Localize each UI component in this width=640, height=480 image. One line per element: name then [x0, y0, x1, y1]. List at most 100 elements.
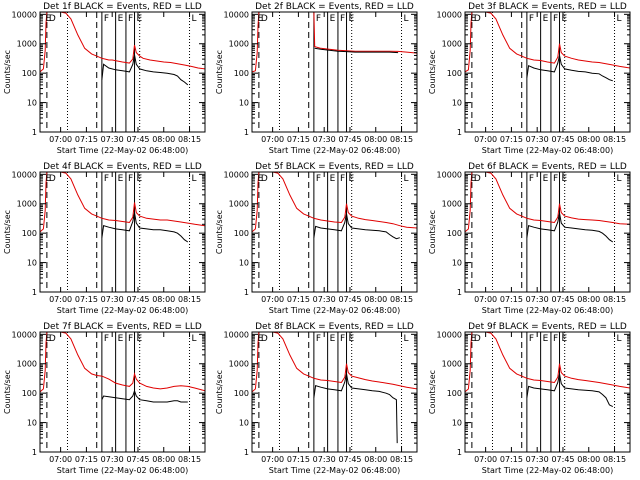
events-series-det-2: [314, 47, 399, 54]
marker-letter-5: E: [137, 14, 143, 24]
events-series-det-8: [313, 373, 398, 444]
marker-letter-1: D: [49, 14, 56, 24]
x-tick-label-0730: 07:30: [526, 295, 549, 304]
y-tick-label-1: 1: [32, 448, 37, 457]
x-tick-label-0745: 07:45: [338, 135, 361, 144]
marker-letter-2: F: [316, 14, 321, 24]
marker-letter-5: E: [562, 14, 568, 24]
x-tick-label-0715: 07:15: [500, 135, 523, 144]
marker-letter-0: E: [470, 14, 476, 24]
marker-letter-3: E: [543, 334, 549, 344]
y-axis-label-det-4: Counts/sec: [3, 210, 12, 254]
y-tick-label-1: 1: [457, 288, 462, 297]
events-series-det-7: [101, 389, 188, 403]
x-tick-label-0745: 07:45: [338, 455, 361, 464]
plot-frame-det-8: [251, 331, 418, 453]
marker-letter-1: D: [474, 334, 481, 344]
x-tick-label-0700: 07:00: [261, 295, 284, 304]
marker-letter-6: L: [617, 14, 622, 24]
y-axis-label-det-8: Counts/sec: [215, 370, 224, 414]
marker-letter-0: E: [45, 14, 51, 24]
x-tick-label-0745: 07:45: [126, 295, 149, 304]
marker-letter-6: L: [192, 174, 197, 184]
x-tick-label-0715: 07:15: [287, 135, 310, 144]
x-tick-label-0730: 07:30: [313, 295, 336, 304]
x-tick-label-0815: 08:15: [603, 295, 626, 304]
marker-letter-0: E: [257, 14, 263, 24]
panel-det-6: 1 10 100 1000 10000 07:00 07:15 07:30 07:45 08:00…: [428, 162, 631, 315]
lld-series-det-6: [465, 172, 630, 233]
marker-letter-4: F: [340, 174, 345, 184]
marker-letter-1: D: [261, 14, 268, 24]
y-tick-label-10000: 10000: [12, 170, 37, 179]
y-tick-label-1: 1: [32, 128, 37, 137]
x-axis-label-det-7: Start Time (22-May-02 06:48:00): [57, 466, 188, 475]
y-tick-label-10000: 10000: [224, 330, 249, 339]
panel-det-4: 1 10 100 1000 10000 07:00 07:15 07:30 07:45 08:00…: [3, 162, 206, 315]
y-tick-label-100: 100: [234, 69, 249, 78]
marker-letter-3: E: [330, 174, 336, 184]
y-tick-label-10000: 10000: [12, 10, 37, 19]
lld-series-det-3: [465, 12, 630, 73]
marker-letter-1: D: [49, 334, 56, 344]
panel-title-det-7: Det 7f BLACK = Events, RED = LLD: [43, 322, 202, 332]
panel-title-det-2: Det 2f BLACK = Events, RED = LLD: [255, 2, 414, 12]
events-series-det-4: [101, 212, 189, 243]
y-axis-label-det-7: Counts/sec: [3, 370, 12, 414]
x-tick-label-0730: 07:30: [526, 455, 549, 464]
plot-frame-det-2: [251, 11, 418, 133]
lld-series-det-9: [465, 332, 630, 393]
x-tick-label-0730: 07:30: [526, 135, 549, 144]
marker-letter-5: E: [137, 334, 143, 344]
y-tick-label-1000: 1000: [442, 200, 462, 209]
marker-letter-2: F: [104, 174, 109, 184]
panel-title-det-6: Det 6f BLACK = Events, RED = LLD: [468, 162, 627, 172]
marker-letter-2: F: [529, 174, 534, 184]
x-axis-label-det-8: Start Time (22-May-02 06:48:00): [269, 466, 400, 475]
lld-series-det-2: [252, 12, 417, 73]
panel-title-det-1: Det 1f BLACK = Events, RED = LLD: [43, 2, 202, 12]
y-axis-label-det-2: Counts/sec: [215, 50, 224, 94]
x-tick-label-0815: 08:15: [178, 455, 201, 464]
marker-letter-0: E: [470, 174, 476, 184]
x-tick-label-0730: 07:30: [313, 135, 336, 144]
marker-letter-2: F: [529, 334, 534, 344]
events-series-det-5: [313, 213, 400, 240]
y-axis-label-det-6: Counts/sec: [428, 210, 437, 254]
marker-letter-5: E: [562, 334, 568, 344]
panel-det-8: 1 10 100 1000 10000 07:00 07:15 07:30 07:45 08:00…: [215, 322, 418, 475]
x-tick-label-0815: 08:15: [603, 135, 626, 144]
events-series-det-6: [526, 213, 614, 243]
x-tick-label-0800: 08:00: [364, 135, 387, 144]
x-tick-label-0815: 08:15: [178, 135, 201, 144]
y-tick-label-1000: 1000: [17, 360, 37, 369]
marker-letter-5: E: [349, 334, 355, 344]
marker-letter-4: F: [128, 334, 133, 344]
x-tick-label-0800: 08:00: [152, 135, 175, 144]
marker-letter-0: E: [45, 334, 51, 344]
marker-letter-2: F: [104, 14, 109, 24]
marker-letter-5: E: [137, 174, 143, 184]
y-tick-label-10: 10: [239, 259, 249, 268]
marker-letter-3: E: [543, 14, 549, 24]
x-tick-label-0800: 08:00: [577, 295, 600, 304]
x-tick-label-0800: 08:00: [577, 455, 600, 464]
x-tick-label-0730: 07:30: [101, 455, 124, 464]
panel-det-3: 1 10 100 1000 10000 07:00 07:15 07:30 07:45 08:00…: [428, 2, 631, 155]
plot-frame-det-1: [39, 11, 206, 133]
y-tick-label-100: 100: [447, 229, 462, 238]
y-tick-label-1000: 1000: [229, 360, 249, 369]
lld-series-det-4: [40, 172, 205, 233]
marker-letter-6: L: [192, 14, 197, 24]
marker-letter-5: E: [349, 174, 355, 184]
panel-title-det-9: Det 9f BLACK = Events, RED = LLD: [468, 322, 627, 332]
marker-letter-6: L: [617, 174, 622, 184]
x-axis-label-det-1: Start Time (22-May-02 06:48:00): [57, 146, 188, 155]
y-tick-label-10: 10: [27, 99, 37, 108]
plot-frame-det-6: [464, 171, 631, 293]
marker-letter-3: E: [330, 14, 336, 24]
marker-letter-2: F: [316, 174, 321, 184]
y-tick-label-10000: 10000: [437, 170, 462, 179]
y-tick-label-1: 1: [457, 128, 462, 137]
panel-det-1: 1 10 100 1000 10000 07:00 07:15 07:30 07:45 08:00…: [3, 2, 206, 155]
